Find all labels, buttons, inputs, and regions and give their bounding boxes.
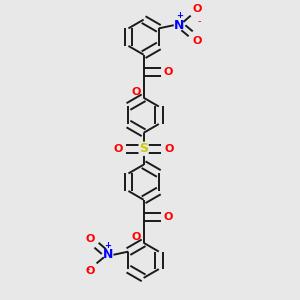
Text: +: + bbox=[176, 11, 183, 20]
Text: O: O bbox=[164, 144, 174, 154]
Text: O: O bbox=[131, 87, 140, 97]
Text: O: O bbox=[164, 67, 173, 77]
Text: -: - bbox=[197, 16, 201, 26]
Text: N: N bbox=[103, 248, 113, 261]
Text: N: N bbox=[174, 19, 185, 32]
Text: O: O bbox=[164, 212, 173, 222]
Text: -: - bbox=[87, 264, 90, 274]
Text: O: O bbox=[131, 232, 140, 242]
Text: O: O bbox=[113, 144, 123, 154]
Text: O: O bbox=[85, 266, 95, 276]
Text: O: O bbox=[192, 36, 202, 46]
Text: O: O bbox=[192, 4, 202, 14]
Text: O: O bbox=[85, 234, 95, 244]
Text: S: S bbox=[139, 142, 148, 155]
Text: +: + bbox=[104, 241, 111, 250]
